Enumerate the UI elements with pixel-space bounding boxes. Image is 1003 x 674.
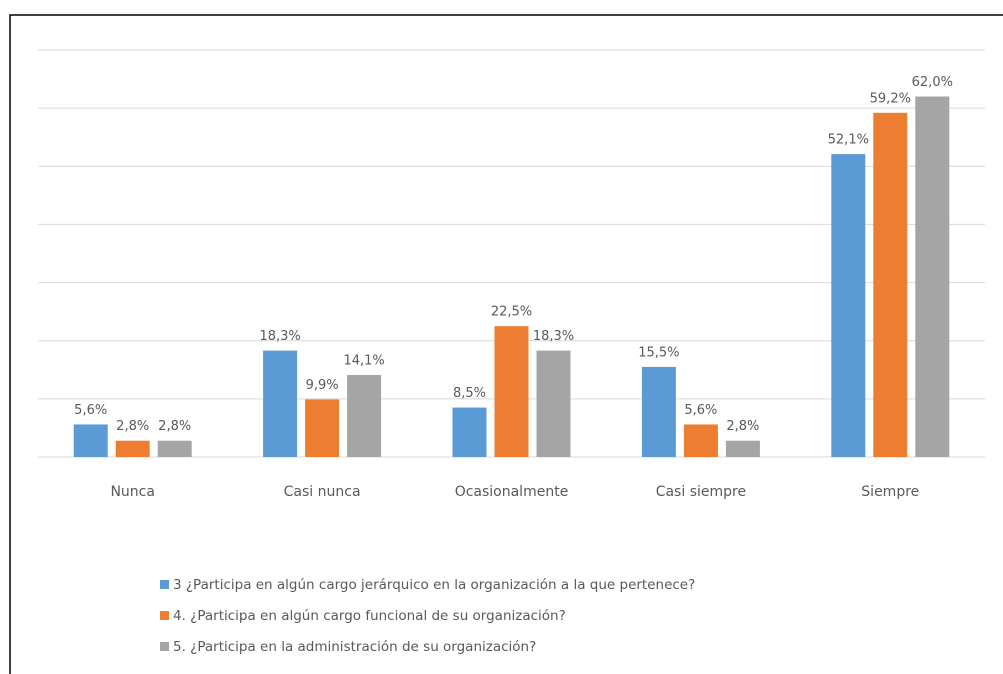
data-label: 9,9% (306, 378, 339, 393)
data-label: 5,6% (684, 403, 717, 418)
x-tick-label: Ocasionalmente (455, 484, 569, 500)
x-tick-label: Siempre (861, 484, 919, 500)
legend-swatch (160, 642, 169, 651)
data-label: 62,0% (912, 75, 953, 90)
bar (725, 440, 760, 457)
bar (305, 399, 340, 457)
bar (831, 154, 866, 457)
x-tick-label: Casi nunca (284, 484, 361, 500)
bar (915, 96, 950, 457)
bar (873, 112, 908, 458)
legend-label: 5. ¿Participa en la administración de su… (173, 639, 536, 655)
legend-label: 4. ¿Participa en algún cargo funcional d… (173, 608, 566, 624)
bar (452, 407, 487, 457)
bar (641, 366, 676, 457)
bar (115, 440, 150, 457)
data-label: 15,5% (638, 345, 679, 360)
legend-label: 3 ¿Participa en algún cargo jerárquico e… (173, 577, 695, 593)
data-label: 8,5% (453, 386, 486, 401)
data-label: 59,2% (870, 91, 911, 106)
bar (263, 350, 298, 457)
data-label: 18,3% (533, 329, 574, 344)
data-label: 52,1% (828, 133, 869, 148)
bar (157, 440, 192, 457)
data-label: 5,6% (74, 403, 107, 418)
bar (536, 350, 571, 457)
data-label: 18,3% (259, 329, 300, 344)
x-tick-label: Nunca (110, 484, 155, 500)
data-label: 2,8% (116, 419, 149, 434)
data-label: 2,8% (158, 419, 191, 434)
legend-swatch (160, 611, 169, 620)
bar (347, 375, 382, 457)
data-label: 22,5% (491, 305, 532, 320)
data-label: 2,8% (726, 419, 759, 434)
bar (494, 326, 529, 457)
legend-swatch (160, 580, 169, 589)
bar (683, 424, 718, 457)
data-label: 14,1% (343, 354, 384, 369)
bar (73, 424, 108, 457)
x-tick-label: Casi siempre (656, 484, 746, 500)
